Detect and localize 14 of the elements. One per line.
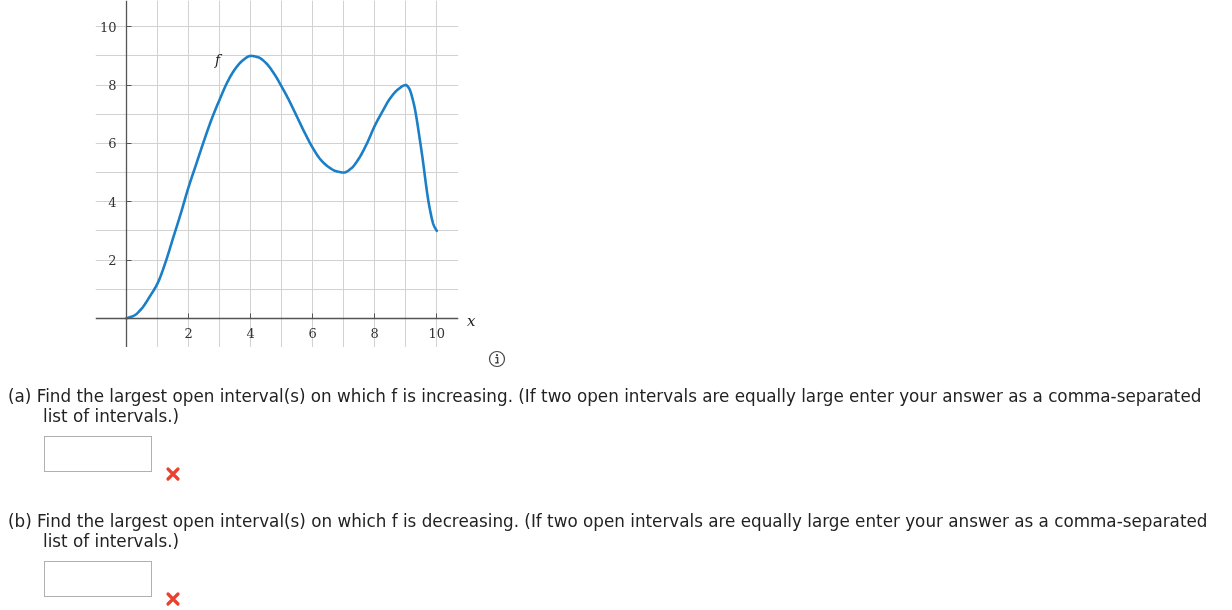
text: (a) Find the largest open interval(s) on which f is increasing. (If two open intervals are equally large enter your answer as a comma-separated list of intervals.) [8,386,1203,426]
y-tick-label: 10 [99,19,117,35]
x-axis-title: x [467,311,476,331]
x-tick-label: 6 [308,326,317,342]
x-tick-label: 8 [370,326,379,342]
y-tick-label: 2 [108,253,117,269]
x-tick-label: 10 [428,326,446,342]
y-tick-label: 8 [108,78,117,94]
x-tick-label: 2 [184,326,193,342]
x-tick-label: 4 [246,326,255,342]
y-tick-label: 4 [108,194,117,210]
series-label: f [214,51,224,68]
text: (b) Find the largest open interval(s) on which f is decreasing. (If two open intervals are equally large enter your answer as a comma-separated list of intervals.) [8,511,1209,551]
y-tick-label: 6 [108,136,117,152]
